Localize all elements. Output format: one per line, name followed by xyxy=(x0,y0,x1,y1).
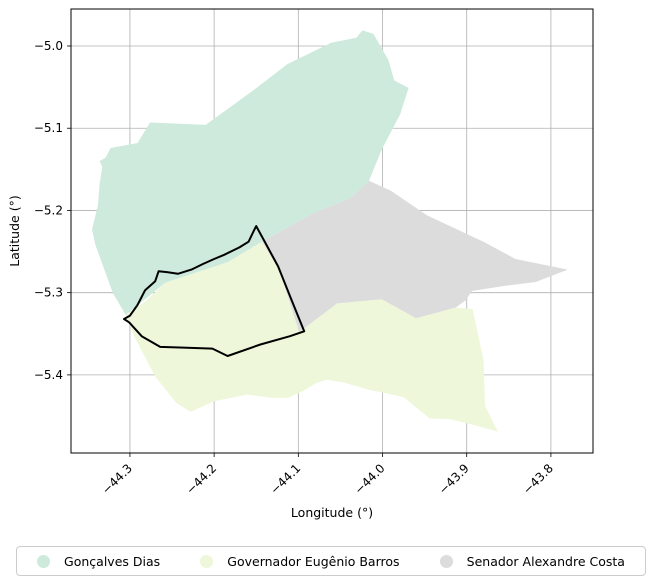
y-tick-label: −5.2 xyxy=(34,203,63,217)
map-frame xyxy=(70,8,594,454)
x-tick-label: −43.8 xyxy=(520,461,556,497)
x-tick-label: −44.0 xyxy=(352,461,388,497)
x-tick-label: −44.2 xyxy=(183,461,219,497)
y-tick-label: −5.4 xyxy=(34,368,63,382)
y-tick-label: −5.0 xyxy=(34,39,63,53)
region-senador-alexandre-costa xyxy=(262,180,568,333)
x-tick-label: −44.3 xyxy=(99,461,135,497)
map-figure: −44.3 −44.2 −44.1 −44.0 −43.9 −43.8 −5.0 −5.1 −5… xyxy=(7,8,594,520)
legend-swatch-governador-eugenio-barros xyxy=(200,554,214,568)
legend-label-senador-alexandre-costa: Senador Alexandre Costa xyxy=(466,553,625,569)
legend-swatch-goncalves-dias xyxy=(37,554,51,568)
region-governador-eugenio-barros xyxy=(125,241,498,432)
legend: Gonçalves Dias Governador Eugênio Barros… xyxy=(16,546,646,576)
outline-boundary xyxy=(123,225,306,357)
legend-swatch-senador-alexandre-costa xyxy=(439,554,453,568)
legend-label-governador-eugenio-barros: Governador Eugênio Barros xyxy=(227,553,400,569)
y-axis-label: Latitude (°) xyxy=(7,195,22,266)
highlight-outline xyxy=(123,225,306,357)
municipality-regions xyxy=(92,30,568,432)
x-axis-label: Longitude (°) xyxy=(291,505,373,520)
x-tick-label: −44.1 xyxy=(268,461,304,497)
x-tick-label: −43.9 xyxy=(436,461,472,497)
legend-item-senador-alexandre-costa: Senador Alexandre Costa xyxy=(439,553,625,569)
y-tick-label: −5.1 xyxy=(34,121,63,135)
legend-label-goncalves-dias: Gonçalves Dias xyxy=(64,553,161,569)
legend-item-goncalves-dias: Gonçalves Dias xyxy=(37,554,160,569)
y-tick-label: −5.3 xyxy=(34,286,63,300)
legend-item-governador-eugenio-barros: Governador Eugênio Barros xyxy=(200,553,400,569)
region-goncalves-dias xyxy=(92,30,409,315)
